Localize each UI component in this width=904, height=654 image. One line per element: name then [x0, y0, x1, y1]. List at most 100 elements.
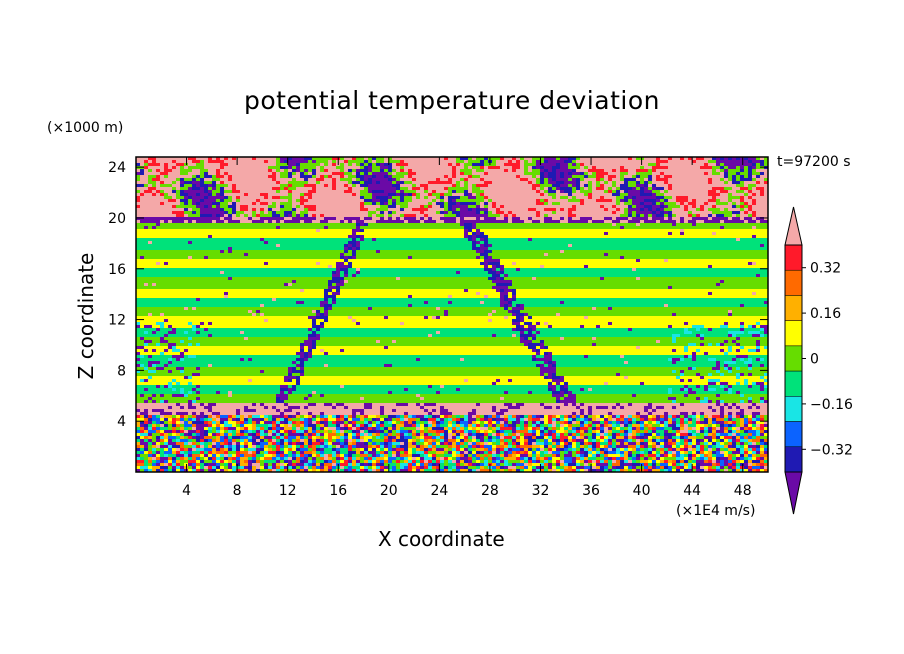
field-cell: [372, 247, 377, 251]
field-cell: [364, 169, 369, 173]
field-cell: [500, 226, 505, 230]
field-cell: [188, 235, 193, 239]
field-cell: [208, 211, 213, 215]
field-cell: [164, 247, 169, 251]
field-cell: [612, 166, 617, 170]
field-cell: [616, 196, 621, 200]
field-cell: [344, 178, 349, 182]
field-cell: [532, 199, 537, 203]
field-cell: [340, 163, 345, 167]
field-cell: [452, 214, 457, 218]
field-cell: [560, 208, 565, 212]
field-cell: [660, 241, 665, 245]
field-cell: [276, 175, 281, 179]
field-cell: [672, 232, 677, 236]
field-cell: [268, 250, 273, 254]
field-cell: [624, 190, 629, 194]
field-cell: [348, 241, 353, 245]
field-cell: [312, 193, 317, 197]
field-cell: [316, 220, 321, 224]
field-cell: [732, 199, 737, 203]
field-cell: [556, 163, 561, 167]
field-cell: [280, 157, 285, 161]
field-cell: [576, 232, 581, 236]
field-cell: [460, 244, 465, 248]
field-cell: [688, 196, 693, 200]
field-cell: [688, 232, 693, 236]
field-cell: [308, 193, 313, 197]
field-cell: [440, 196, 445, 200]
field-cell: [376, 160, 381, 164]
field-cell: [736, 190, 741, 194]
field-cell: [316, 235, 321, 239]
field-cell: [188, 208, 193, 212]
field-cell: [488, 247, 493, 251]
field-cell: [680, 235, 685, 239]
field-cell: [196, 163, 201, 167]
field-cell: [288, 220, 293, 224]
field-cell: [144, 241, 149, 245]
field-cell: [576, 208, 581, 212]
field-cell: [536, 220, 541, 224]
field-cell: [308, 166, 313, 170]
field-cell: [684, 187, 689, 191]
field-cell: [368, 241, 373, 245]
field-cell: [640, 175, 645, 179]
field-cell: [328, 250, 333, 254]
field-cell: [572, 244, 577, 248]
field-cell: [148, 178, 153, 182]
field-cell: [680, 244, 685, 248]
field-cell: [528, 220, 533, 224]
field-cell: [240, 169, 245, 173]
field-cell: [724, 160, 729, 164]
field-cell: [628, 160, 633, 164]
field-cell: [612, 211, 617, 215]
field-cell: [512, 247, 517, 251]
field-cell: [584, 223, 589, 227]
field-cell: [604, 190, 609, 194]
field-cell: [252, 250, 257, 254]
field-cell: [748, 163, 753, 167]
field-cell: [156, 187, 161, 191]
field-cell: [208, 250, 213, 254]
field-cell: [744, 166, 749, 170]
field-cell: [160, 250, 165, 254]
field-cell: [624, 172, 629, 176]
field-cell: [288, 166, 293, 170]
field-cell: [724, 238, 729, 242]
field-cell: [572, 205, 577, 209]
field-cell: [424, 217, 429, 221]
field-cell: [244, 217, 249, 221]
field-cell: [572, 160, 577, 164]
field-cell: [344, 223, 349, 227]
field-cell: [664, 247, 669, 251]
field-cell: [672, 241, 677, 245]
field-cell: [664, 208, 669, 212]
field-cell: [476, 181, 481, 185]
field-cell: [540, 172, 545, 176]
field-cell: [388, 211, 393, 215]
field-cell: [388, 169, 393, 173]
field-cell: [284, 175, 289, 179]
field-cell: [684, 217, 689, 221]
field-cell: [376, 208, 381, 212]
field-cell: [272, 187, 277, 191]
field-cell: [464, 202, 469, 206]
field-cell: [552, 163, 557, 167]
field-cell: [420, 169, 425, 173]
field-cell: [296, 235, 301, 239]
field-cell: [608, 160, 613, 164]
field-cell: [524, 193, 529, 197]
field-cell: [288, 238, 293, 242]
field-cell: [180, 220, 185, 224]
field-cell: [556, 166, 561, 170]
field-cell: [172, 205, 177, 209]
field-cell: [232, 247, 237, 251]
field-cell: [576, 175, 581, 179]
field-cell: [752, 241, 757, 245]
field-cell: [528, 163, 533, 167]
field-cell: [168, 250, 173, 254]
field-cell: [396, 196, 401, 200]
field-cell: [208, 229, 213, 233]
field-cell: [168, 172, 173, 176]
